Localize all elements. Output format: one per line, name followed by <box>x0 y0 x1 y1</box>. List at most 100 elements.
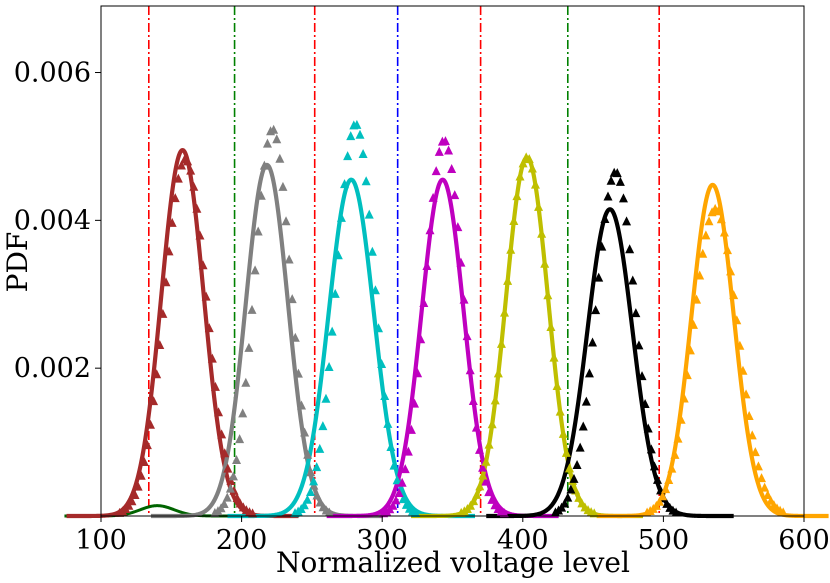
marker-level-1-9 <box>142 440 152 450</box>
marker-level-4-14 <box>422 260 432 270</box>
marker-level-3-35 <box>398 494 408 504</box>
marker-level-7-17 <box>695 270 705 280</box>
marker-series-level-1 <box>115 154 258 518</box>
marker-level-5-34 <box>561 447 571 457</box>
marker-level-5-22 <box>524 154 534 164</box>
marker-level-2-9 <box>238 408 248 418</box>
y-axis-ticks: 0.002 0.004 0.006 <box>14 58 101 384</box>
marker-level-3-12 <box>327 326 337 336</box>
marker-level-5-18 <box>512 191 522 201</box>
marker-level-5-35 <box>564 463 574 473</box>
marker-level-4-26 <box>459 294 469 304</box>
marker-level-3-26 <box>370 285 380 295</box>
marker-level-3-29 <box>380 391 390 401</box>
marker-level-3-3 <box>299 500 309 510</box>
marker-level-6-9 <box>578 421 588 431</box>
y-tick-label-0: 0.002 <box>14 353 91 384</box>
marker-level-3-32 <box>389 460 399 470</box>
plot-frame <box>100 5 805 517</box>
marker-level-4-30 <box>471 422 481 432</box>
marker-level-6-33 <box>652 474 662 484</box>
marker-level-5-9 <box>484 439 494 449</box>
marker-level-1-10 <box>145 419 155 429</box>
marker-level-4-21 <box>444 145 454 155</box>
marker-series-level-4 <box>379 136 509 518</box>
threshold-lines <box>148 6 660 516</box>
marker-level-3-8 <box>315 443 325 453</box>
marker-level-2-12 <box>247 304 257 314</box>
marker-level-7-16 <box>692 294 702 304</box>
marker-level-3-23 <box>361 176 371 186</box>
pdf-curve-level-4 <box>325 177 561 519</box>
marker-level-1-19 <box>173 173 183 183</box>
marker-level-3-6 <box>309 476 319 486</box>
marker-level-1-6 <box>133 481 143 491</box>
marker-level-3-24 <box>364 209 374 219</box>
marker-level-3-28 <box>377 358 387 368</box>
marker-level-5-7 <box>478 470 488 480</box>
marker-level-6-20 <box>612 168 622 178</box>
marker-level-7-29 <box>732 315 742 325</box>
marker-level-6-16 <box>600 213 610 223</box>
x-tick-label-4: 500 <box>638 525 690 556</box>
marker-level-2-27 <box>293 368 303 378</box>
marker-level-6-18 <box>606 175 616 185</box>
marker-level-5-15 <box>503 275 513 285</box>
marker-level-2-5 <box>225 483 235 493</box>
marker-level-4-3 <box>388 500 398 510</box>
marker-level-6-24 <box>625 244 635 254</box>
marker-level-5-43 <box>589 508 599 518</box>
measured-markers <box>115 119 788 518</box>
marker-level-6-4 <box>563 492 573 502</box>
marker-level-2-19 <box>269 124 279 134</box>
marker-level-6-15 <box>597 241 607 251</box>
pdf-curve-level-3 <box>226 177 477 519</box>
marker-level-2-23 <box>281 216 291 226</box>
marker-level-7-20 <box>704 216 714 226</box>
y-axis-label: PDF <box>1 232 34 293</box>
marker-level-5-32 <box>555 406 565 416</box>
marker-level-5-13 <box>496 338 506 348</box>
marker-level-7-5 <box>658 491 668 501</box>
marker-level-1-16 <box>164 246 174 256</box>
x-tick-label-1: 200 <box>216 525 268 556</box>
marker-series-level-7 <box>642 203 788 517</box>
marker-level-2-6 <box>228 471 238 481</box>
marker-level-7-24 <box>716 214 726 224</box>
marker-level-4-17 <box>431 166 441 176</box>
marker-level-1-35 <box>223 463 233 473</box>
marker-level-4-15 <box>425 225 435 235</box>
marker-level-5-11 <box>490 395 500 405</box>
y-tick-label-2: 0.006 <box>14 58 91 89</box>
marker-level-4-18 <box>434 146 444 156</box>
marker-level-5-17 <box>509 216 519 226</box>
marker-level-2-8 <box>235 434 245 444</box>
marker-level-5-4 <box>469 496 479 506</box>
marker-level-3-4 <box>302 494 312 504</box>
marker-level-7-37 <box>757 473 767 483</box>
marker-level-5-8 <box>481 456 491 466</box>
marker-level-1-23 <box>186 165 196 175</box>
marker-level-1-22 <box>183 156 193 166</box>
marker-level-2-15 <box>256 190 266 200</box>
marker-level-5-14 <box>500 307 510 317</box>
marker-level-1-25 <box>192 203 202 213</box>
marker-level-7-36 <box>753 461 763 471</box>
marker-level-7-18 <box>698 248 708 258</box>
marker-level-5-5 <box>472 489 482 499</box>
marker-level-4-4 <box>391 495 401 505</box>
marker-level-4-7 <box>400 464 410 474</box>
marker-level-4-25 <box>456 257 466 267</box>
marker-level-5-10 <box>487 419 497 429</box>
marker-level-5-33 <box>558 428 568 438</box>
marker-level-5-19 <box>515 171 525 181</box>
marker-level-5-3 <box>465 500 475 510</box>
marker-level-1-24 <box>189 181 199 191</box>
marker-level-6-3 <box>560 498 570 508</box>
marker-series-level-5 <box>456 152 599 518</box>
marker-level-3-9 <box>318 421 328 431</box>
marker-level-6-10 <box>581 396 591 406</box>
marker-level-2-4 <box>222 492 232 502</box>
x-tick-label-2: 300 <box>356 525 408 556</box>
